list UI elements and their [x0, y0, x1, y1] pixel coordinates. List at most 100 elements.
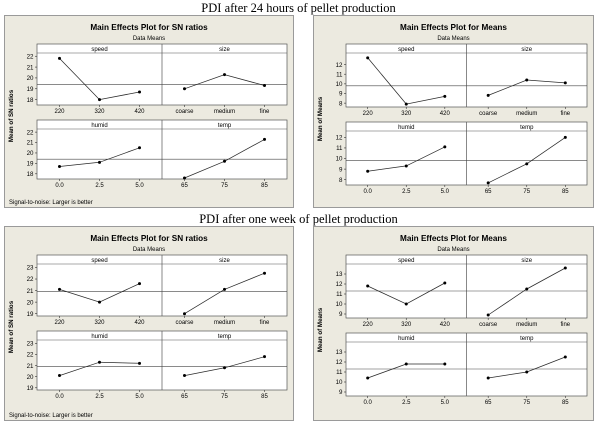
y-tick-label: 21	[27, 140, 34, 147]
data-point-speed	[138, 90, 141, 94]
chart-sn-ratios-24h: Main Effects Plot for SN ratios Data Mean…	[4, 15, 294, 208]
chart-title: Main Effects Plot for Means	[400, 234, 507, 243]
data-point-speed	[443, 94, 447, 98]
y-tick-label: 12	[336, 62, 343, 69]
x-tick-label: 0.0	[55, 394, 64, 400]
x-tick-label: fine	[260, 109, 270, 115]
data-point-temp	[223, 366, 226, 370]
y-tick-label: 10	[336, 379, 343, 386]
y-tick-label: 12	[336, 359, 343, 366]
data-point-size	[563, 266, 567, 270]
chart-svg: Main Effects Plot for Means Data Means Mea…	[317, 23, 588, 195]
y-tick-label: 20	[27, 150, 34, 157]
chart-title: Main Effects Plot for SN ratios	[90, 234, 208, 243]
x-tick-label: 5.0	[135, 394, 144, 400]
x-tick-label: 2.5	[95, 394, 104, 400]
x-tick-label: coarse	[175, 320, 194, 326]
y-tick-label: 23	[27, 341, 34, 348]
data-point-humid	[404, 362, 408, 366]
x-tick-label: 420	[440, 322, 451, 328]
chart-svg: Main Effects Plot for SN ratios Data Mean…	[8, 23, 288, 206]
data-point-temp	[223, 159, 226, 163]
data-point-speed	[58, 287, 61, 291]
data-point-size	[563, 81, 567, 85]
y-tick-label: 13	[336, 349, 343, 356]
x-tick-label: 75	[523, 400, 530, 406]
x-tick-label: 85	[562, 189, 569, 195]
data-point-size	[525, 287, 529, 291]
y-tick-label: 20	[27, 299, 34, 306]
x-tick-label: fine	[560, 111, 570, 117]
data-point-temp	[525, 370, 529, 374]
chart-svg: Main Effects Plot for Means Data Means Mea…	[317, 234, 588, 406]
y-axis-label: Mean of Means	[317, 307, 324, 352]
x-tick-label: coarse	[479, 111, 498, 117]
y-tick-label: 21	[27, 288, 34, 295]
x-tick-label: medium	[214, 109, 235, 115]
x-tick-label: 65	[181, 394, 188, 400]
data-point-temp	[525, 162, 529, 166]
data-point-humid	[366, 376, 370, 380]
data-point-temp	[263, 355, 266, 359]
chart-title: Main Effects Plot for Means	[400, 23, 507, 32]
data-point-speed	[404, 302, 408, 306]
data-point-speed	[443, 281, 447, 285]
y-tick-label: 19	[27, 161, 34, 168]
data-point-size	[183, 312, 186, 316]
data-point-temp	[183, 176, 186, 180]
data-point-size	[263, 84, 266, 87]
data-point-size	[223, 73, 226, 77]
x-tick-label: 75	[523, 189, 530, 195]
panel-label-humid: humid	[398, 125, 414, 131]
data-point-temp	[486, 181, 490, 185]
x-tick-label: 420	[134, 109, 145, 115]
data-point-speed	[58, 56, 61, 60]
x-tick-label: 85	[562, 400, 569, 406]
y-axis-label: Mean of Means	[317, 96, 324, 141]
x-tick-label: 2.5	[402, 400, 411, 406]
data-point-size	[486, 93, 490, 97]
panel-label-speed: speed	[398, 258, 414, 264]
chart-subtitle: Data Means	[437, 36, 469, 42]
panel-label-humid: humid	[91, 123, 107, 129]
y-tick-label: 10	[336, 301, 343, 308]
chart-subtitle: Data Means	[133, 36, 165, 42]
panel-label-size: size	[219, 258, 230, 264]
y-tick-label: 21	[27, 363, 34, 370]
x-tick-label: medium	[516, 111, 537, 117]
y-tick-label: 11	[336, 71, 343, 78]
panel-label-temp: temp	[520, 336, 534, 342]
data-point-speed	[138, 282, 141, 286]
data-point-size	[223, 287, 226, 291]
data-point-humid	[404, 164, 408, 168]
data-point-humid	[443, 362, 447, 366]
chart-means-one-week: Main Effects Plot for Means Data Means Mea…	[313, 226, 594, 421]
y-tick-label: 22	[27, 352, 34, 359]
x-tick-label: 75	[221, 183, 228, 189]
x-tick-label: 320	[94, 109, 105, 115]
x-tick-label: 5.0	[135, 183, 144, 189]
x-tick-label: medium	[516, 322, 537, 328]
data-point-temp	[263, 137, 266, 141]
x-tick-label: 5.0	[441, 189, 450, 195]
panel-label-humid: humid	[398, 336, 414, 342]
x-tick-label: 320	[401, 322, 412, 328]
x-tick-label: 320	[401, 111, 412, 117]
x-tick-label: 65	[181, 183, 188, 189]
data-point-speed	[366, 56, 370, 60]
y-tick-label: 18	[27, 171, 34, 178]
x-tick-label: 220	[363, 322, 374, 328]
data-point-temp	[183, 374, 186, 378]
data-point-size	[183, 87, 186, 91]
y-tick-label: 8	[339, 100, 343, 107]
x-tick-label: 0.0	[364, 400, 373, 406]
y-tick-label: 20	[27, 75, 34, 82]
y-tick-label: 9	[339, 166, 343, 173]
panel-label-humid: humid	[91, 334, 107, 340]
panel-label-size: size	[219, 47, 230, 53]
data-point-humid	[98, 160, 101, 164]
y-tick-label: 11	[336, 369, 343, 376]
x-tick-label: fine	[260, 320, 270, 326]
data-point-temp	[486, 376, 490, 380]
y-tick-label: 21	[27, 64, 34, 71]
